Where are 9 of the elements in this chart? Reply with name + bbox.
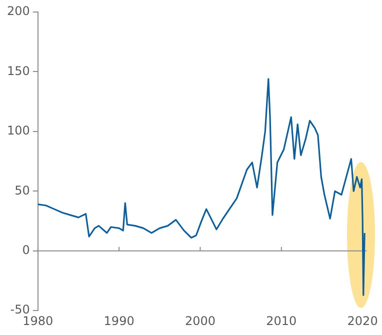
x-tick-label: 2020	[347, 314, 378, 328]
y-tick-label: 150	[7, 64, 30, 78]
x-tick-label: 1990	[104, 314, 134, 328]
y-tick-label: 50	[14, 183, 30, 198]
y-tick-label: 0	[22, 243, 30, 258]
y-tick-label: 100	[7, 124, 30, 138]
x-tick-label: 2000	[184, 314, 216, 328]
x-tick-label: 2010	[266, 314, 297, 328]
y-tick-label: 200	[7, 4, 30, 18]
